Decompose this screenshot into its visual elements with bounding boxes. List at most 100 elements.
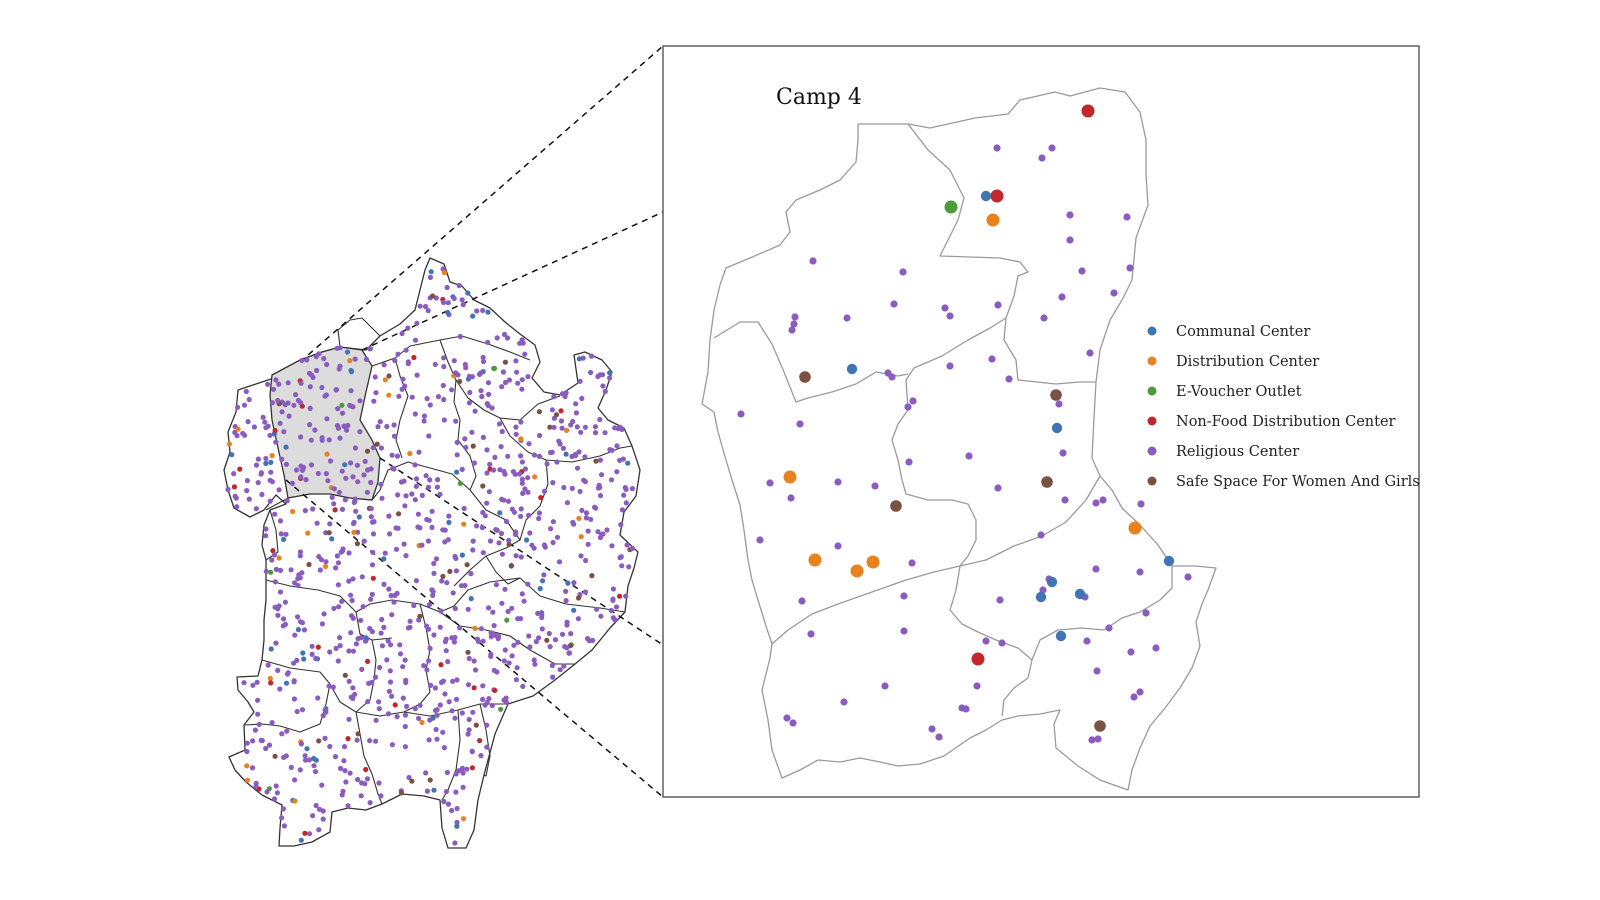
religious-marker <box>598 532 605 538</box>
religious-marker <box>382 550 388 556</box>
religious-marker <box>246 496 252 502</box>
religious-marker <box>509 653 515 659</box>
religious-marker <box>429 524 435 531</box>
religious-marker <box>400 376 406 382</box>
religious-marker <box>597 457 604 463</box>
religious-marker <box>379 495 385 501</box>
inset-title: Camp 4 <box>776 85 862 110</box>
legend-item-non-food-distribution-center: Non-Food Distribution Center <box>1147 414 1396 430</box>
religious-marker <box>549 662 555 669</box>
religious-marker <box>389 693 395 699</box>
religious-marker <box>531 452 538 458</box>
religious-marker <box>517 340 523 346</box>
religious-marker <box>480 358 487 365</box>
religious-marker <box>392 357 398 364</box>
safespace-marker <box>465 649 471 655</box>
religious-marker <box>551 394 557 400</box>
religious-marker <box>241 402 248 408</box>
distribution-marker <box>290 508 296 515</box>
religious-marker <box>621 492 627 498</box>
safespace-marker <box>1050 389 1062 401</box>
religious-marker <box>402 657 408 663</box>
religious-marker <box>547 644 553 650</box>
religious-marker <box>381 624 387 631</box>
religious-marker <box>393 525 399 531</box>
legend-marker-communal-center <box>1147 326 1157 336</box>
religious-marker <box>367 346 373 352</box>
religious-marker <box>339 410 346 416</box>
religious-marker <box>526 441 532 447</box>
religious-marker <box>493 527 499 533</box>
religious-marker <box>1005 375 1013 383</box>
safespace-marker <box>593 458 599 464</box>
religious-marker <box>279 456 285 462</box>
religious-marker <box>909 397 917 405</box>
religious-marker <box>269 720 275 726</box>
religious-marker <box>449 807 455 814</box>
religious-marker <box>484 470 490 476</box>
distribution-marker <box>235 426 241 432</box>
religious-marker <box>412 411 418 417</box>
religious-marker <box>292 632 298 638</box>
nonfood-marker <box>270 548 276 554</box>
religious-marker <box>412 462 418 468</box>
religious-marker <box>355 479 361 485</box>
religious-marker <box>317 567 323 573</box>
religious-marker <box>348 592 354 598</box>
religious-marker <box>389 742 395 748</box>
religious-marker <box>1105 624 1113 632</box>
religious-marker <box>550 519 557 525</box>
legend-item-communal-center: Communal Center <box>1147 324 1310 340</box>
religious-marker <box>350 648 356 654</box>
safespace-marker <box>473 722 479 728</box>
religious-marker <box>275 397 281 404</box>
communal-marker <box>1055 630 1067 642</box>
religious-marker <box>574 424 580 430</box>
safespace-marker <box>316 738 322 744</box>
religious-marker <box>559 631 566 637</box>
religious-marker <box>941 304 949 312</box>
religious-marker <box>519 480 525 486</box>
religious-marker <box>1059 449 1067 457</box>
religious-marker <box>592 504 598 510</box>
religious-marker <box>364 489 370 495</box>
religious-marker <box>470 547 476 553</box>
religious-marker <box>562 393 568 400</box>
religious-marker <box>443 648 449 654</box>
religious-marker <box>573 401 579 407</box>
religious-marker <box>588 369 594 376</box>
religious-marker <box>465 606 471 612</box>
religious-marker <box>554 534 561 540</box>
religious-marker <box>453 568 459 574</box>
religious-marker <box>599 372 606 378</box>
religious-marker <box>426 737 432 743</box>
religious-marker <box>412 337 419 343</box>
religious-marker <box>432 685 438 691</box>
distribution-marker <box>461 521 467 527</box>
religious-marker <box>480 638 486 644</box>
religious-marker <box>291 679 297 685</box>
religious-marker <box>369 591 375 598</box>
communal-marker <box>301 656 307 662</box>
religious-marker <box>335 582 341 588</box>
legend-item-religious-center: Religious Center <box>1147 444 1299 460</box>
nonfood-marker <box>272 427 278 434</box>
evoucher-marker <box>457 480 463 486</box>
religious-marker <box>265 662 271 668</box>
religious-marker <box>459 765 465 771</box>
nonfood-marker <box>231 484 237 490</box>
religious-marker <box>252 727 258 733</box>
religious-marker <box>570 519 576 525</box>
religious-marker <box>904 403 912 411</box>
religious-marker <box>307 405 313 411</box>
religious-marker <box>993 144 1001 152</box>
religious-marker <box>994 484 1002 492</box>
religious-marker <box>283 461 289 467</box>
religious-marker <box>291 660 297 666</box>
religious-marker <box>386 586 392 592</box>
safespace-marker <box>342 672 348 678</box>
religious-marker <box>610 586 617 592</box>
religious-marker <box>480 354 486 360</box>
religious-marker <box>369 629 375 635</box>
religious-marker <box>269 400 275 406</box>
